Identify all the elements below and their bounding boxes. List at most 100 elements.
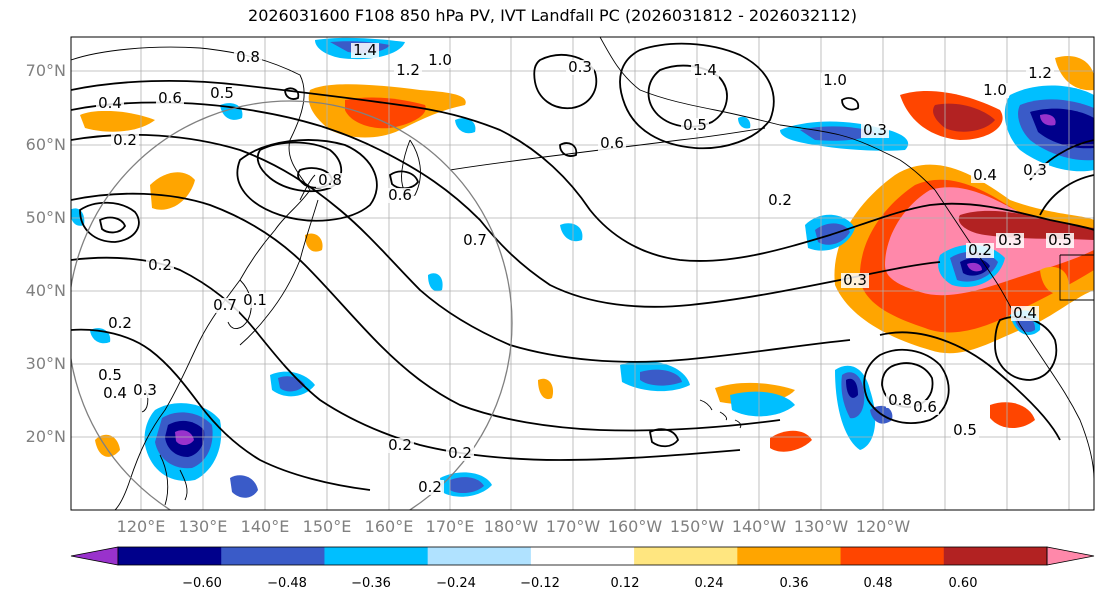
contour-label-bg [386,188,414,203]
contour-label: 0.6 [600,134,624,152]
colorbar-tick: −0.24 [436,576,476,591]
colorbar-tick: 0.24 [694,576,724,591]
contour-label-bg [1046,233,1074,248]
contour-label-bg [996,233,1024,248]
contour-label: 0.4 [103,384,127,402]
lon-label: 150°W [669,517,725,536]
contour-label: 0.2 [768,191,792,209]
contour-label: 0.3 [998,231,1022,249]
contour-label-bg [1021,163,1049,178]
contour-label-bg [861,123,889,138]
contour-label: 0.8 [236,48,260,66]
lon-label: 160°W [607,517,663,536]
contour-label-bg [966,243,994,258]
contour-label: 0.3 [843,271,867,289]
colorbar-segment [324,547,429,565]
contour-label-bg [886,393,914,408]
contour-label-bg [111,133,139,148]
contour-label-bg [351,43,379,58]
contour-label-bg [234,50,262,65]
colorbar-tick: 0.12 [610,576,640,591]
contour-label-bg [394,63,422,78]
colorbar-segment [118,547,222,565]
contour-label-bg [821,73,849,88]
colorbar-segment [221,547,325,565]
contour-label: 0.2 [113,131,137,149]
contour-label: 0.5 [98,366,122,384]
contour-label-bg [211,298,239,313]
colorbar-segment [634,547,738,565]
contour-label-bg [951,423,979,438]
colorbar-segment [840,547,945,565]
contour-label: 0.8 [888,391,912,409]
colorbar-tick: 0.60 [948,576,978,591]
colorbar-outline [117,546,1048,566]
colorbar-tick: 0.36 [779,576,809,591]
colorbar-segment [427,547,532,565]
lat-label: 20°N [25,427,66,446]
colorbar-tick: −0.60 [182,576,222,591]
contour-label-bg [681,118,709,133]
lat-label: 60°N [25,135,66,154]
contour-label: 0.3 [863,121,887,139]
lon-label: 150°E [302,517,352,536]
contour-label-bg [416,480,444,495]
contour-label: 1.0 [823,71,847,89]
lon-label: 180°W [483,517,539,536]
contour-label: 0.4 [1013,304,1037,322]
contour-label: 1.0 [428,51,452,69]
lat-label: 30°N [25,354,66,373]
landfall-radius-circle [71,100,513,510]
contour-label-bg [106,316,134,331]
colorbar-extend-max [1046,546,1095,566]
colorbar [70,546,1095,566]
map-title: 2026031600 F108 850 hPa PV, IVT Landfall… [248,6,857,25]
contour-label: 1.4 [693,61,717,79]
contour-label: 0.5 [1048,231,1072,249]
contour-label: 0.2 [968,241,992,259]
colorbar-segment [943,547,1048,565]
contour-label-bg [691,63,719,78]
contour-label-bg [146,258,174,273]
contour-label: 0.6 [158,89,182,107]
colorbar-segment [530,547,635,565]
contour-label-bg [101,386,129,401]
contour-label-bg [841,273,869,288]
contour-label-bg [316,173,344,188]
contour-labels: 0.8 1.41.21.00.6 0.50.40.3 1.41.01.01.20.2 0… [96,41,1074,496]
contour-label: 0.7 [463,231,487,249]
contour-label: 0.5 [953,421,977,439]
contour-label-bg [386,438,414,453]
colorbar-extend-min [70,546,119,566]
contour-label: 0.8 [318,171,342,189]
contour-label: 0.3 [133,381,157,399]
contour-label: 0.3 [1023,161,1047,179]
colorbar-tick: −0.36 [351,576,391,591]
lon-label: 140°W [731,517,787,536]
lon-label: 170°E [425,517,475,536]
contour-label: 0.3 [568,58,592,76]
contour-label: 1.2 [396,61,420,79]
lon-label: 140°E [240,517,290,536]
contour-label: 0.2 [418,478,442,496]
contour-label: 0.2 [388,436,412,454]
contour-label: 1.4 [353,41,377,59]
lon-label: 170°W [545,517,601,536]
map-plot-area: 0.8 1.41.21.00.6 0.50.40.3 1.41.01.01.20.2 0… [71,37,1094,510]
colorbar-segment [737,547,842,565]
contour-label-bg [96,96,124,111]
contour-label-bg [156,91,184,106]
contour-label-bg [96,368,124,383]
colorbar-tick: 0.48 [863,576,893,591]
contour-label: 0.5 [210,84,234,102]
lat-label: 40°N [25,281,66,300]
contour-label: 0.2 [448,444,472,462]
contour-label: 0.2 [148,256,172,274]
contour-label: 1.2 [1028,64,1052,82]
contour-label: 0.1 [243,291,267,309]
lon-label: 130°W [793,517,849,536]
lat-label: 50°N [25,208,66,227]
contour-label-bg [566,60,594,75]
contour-label: 0.2 [108,314,132,332]
